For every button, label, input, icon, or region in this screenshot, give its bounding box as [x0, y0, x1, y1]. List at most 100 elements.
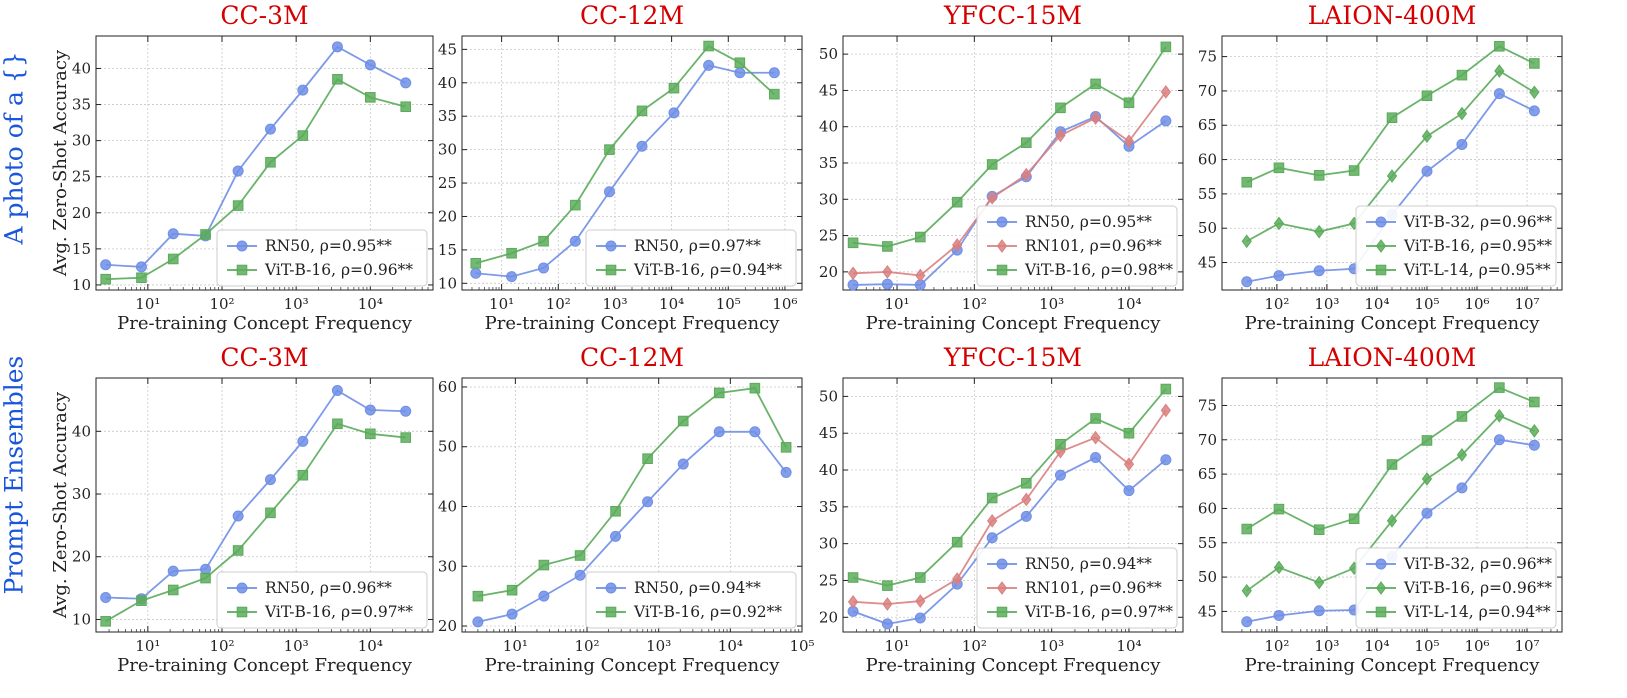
legend: RN50, ρ=0.96** ViT-B-16, ρ=0.97**: [216, 571, 428, 629]
data-point-ViT-B-16: [780, 442, 792, 453]
data-point-RN101: [987, 513, 998, 528]
data-point-RN50: [232, 165, 244, 177]
data-point-ViT-B-32: [1493, 88, 1505, 100]
y-tick-label: 70: [1198, 431, 1217, 449]
data-point-ViT-B-16: [642, 453, 653, 464]
y-axis-label: Avg. Zero-Shot Accuracy: [50, 391, 71, 619]
x-tick-label: 10⁶: [1464, 295, 1489, 313]
series-line-RN50: [477, 430, 787, 623]
y-tick-label: 75: [1198, 396, 1217, 414]
data-point-ViT-B-32: [1528, 439, 1540, 451]
legend-marker: [236, 240, 248, 252]
x-axis-label: Pre-training Concept Frequency: [117, 655, 413, 676]
x-tick-label: 10³: [1314, 637, 1339, 655]
data-point-RN101: [1160, 85, 1171, 99]
data-point-RN50: [506, 608, 518, 620]
x-tick-label: 10²: [1264, 637, 1289, 655]
data-point-ViT-B-16: [847, 237, 859, 249]
legend-box: [1355, 205, 1557, 287]
x-axis-label: Pre-training Concept Frequency: [866, 313, 1162, 334]
y-tick-label: 40: [72, 59, 91, 77]
legend-marker: [1375, 239, 1387, 253]
data-point-ViT-B-16: [167, 584, 179, 596]
legend-label: ViT-B-16, ρ=0.95**: [1403, 237, 1552, 255]
data-point-RN101: [987, 191, 998, 205]
data-point-ViT-B-16: [986, 159, 998, 170]
legend-box: [976, 547, 1178, 629]
chart-panel-7: YFCC-15M 20 25 30 35 40 45 50 10¹ 10² 10³ 10⁴Pre-tr…: [819, 343, 1184, 676]
y-tick-label: 10: [438, 274, 457, 292]
data-point-ViT-B-32: [1421, 165, 1433, 177]
x-tick-label: 10⁶: [772, 295, 797, 313]
legend-marker: [996, 558, 1008, 570]
y-tick-label: 40: [438, 497, 457, 515]
data-point-ViT-L-14: [1421, 90, 1433, 102]
y-tick-label: 45: [819, 424, 838, 442]
data-point-ViT-B-16: [734, 57, 746, 69]
data-point-ViT-B-16: [713, 387, 725, 399]
x-tick-label: 10⁴: [358, 637, 383, 655]
data-point-ViT-B-16: [472, 590, 484, 602]
y-axis-label: Avg. Zero-Shot Accuracy: [50, 49, 71, 277]
y-tick-label: 30: [438, 141, 457, 159]
y-tick-label: 60: [438, 378, 457, 396]
data-point-ViT-B-16: [538, 235, 549, 247]
legend-label: ViT-B-16, ρ=0.97**: [1024, 603, 1173, 621]
x-tick-label: 10⁵: [716, 295, 741, 313]
y-tick-label: 35: [72, 96, 91, 114]
data-point-RN50: [232, 510, 244, 522]
y-tick-label: 20: [819, 608, 838, 626]
y-tick-label: 30: [438, 557, 457, 575]
chart-title: CC-3M: [220, 1, 308, 30]
legend-marker: [996, 581, 1008, 595]
series-line-ViT-B-16: [852, 388, 1167, 587]
plot-frame: [842, 35, 1184, 291]
data-point-ViT-B-16: [1273, 560, 1285, 575]
data-point-RN101: [1123, 134, 1135, 149]
chart-panel-8: LAION-400M 45 50 55 60 65 70 75 10² 10³ 10⁴ 10⁵ 10⁶ 1…: [1198, 343, 1563, 676]
data-point-ViT-B-32: [1273, 270, 1285, 282]
data-point-ViT-B-16: [506, 247, 517, 259]
data-point-ViT-B-32: [1313, 265, 1325, 277]
data-point-RN101: [847, 594, 859, 609]
data-point-ViT-B-16: [265, 507, 276, 519]
series-line-RN101: [853, 91, 1167, 277]
y-tick-label: 60: [1198, 151, 1217, 169]
legend: RN50, ρ=0.94** RN101, ρ=0.96** ViT-B-16, ρ…: [976, 547, 1178, 629]
data-point-RN50: [297, 435, 309, 447]
y-tick-label: 30: [72, 485, 91, 503]
x-tick-label: 10²: [574, 637, 599, 655]
data-point-ViT-B-32: [1241, 276, 1253, 288]
data-point-ViT-B-16: [365, 92, 376, 103]
y-tick-label: 30: [72, 132, 91, 150]
data-point-ViT-B-16: [1055, 438, 1066, 450]
x-tick-label: 10²: [962, 637, 987, 655]
x-tick-label: 10⁶: [1464, 637, 1489, 655]
chart-panel-4: LAION-400M 45 50 55 60 65 70 75 10² 10³ 10⁴ 10⁵ 10⁶ 1…: [1198, 1, 1563, 334]
x-axis-label: Pre-training Concept Frequency: [485, 655, 781, 676]
legend-marker: [605, 240, 617, 252]
legend-label: RN50, ρ=0.95**: [265, 237, 392, 255]
data-point-RN50: [264, 474, 276, 486]
y-tick-label: 25: [438, 174, 457, 192]
data-point-ViT-B-16: [668, 82, 680, 94]
y-tick-label: 65: [1198, 465, 1217, 483]
data-point-RN50: [364, 59, 376, 71]
data-point-ViT-B-16: [769, 88, 780, 100]
data-point-ViT-B-16: [915, 572, 926, 583]
data-point-ViT-B-16: [749, 382, 761, 394]
chart-panel-3: YFCC-15M 20 25 30 35 40 45 50 10¹ 10² 10³ 10⁴Pre-tr…: [819, 1, 1184, 334]
x-axis-label: Pre-training Concept Frequency: [485, 313, 781, 334]
data-point-ViT-L-14: [1313, 524, 1325, 536]
legend-box: [585, 229, 797, 287]
chart-panel-1: CC-3M 10 15 20 25 30 35 40 10¹ 10² 10³ 10⁴Pre-train…: [50, 1, 434, 334]
legend-marker: [236, 582, 248, 594]
data-point-RN50: [100, 592, 112, 604]
data-point-ViT-B-32: [1313, 605, 1325, 617]
x-tick-label: 10²: [209, 295, 234, 313]
chart-title: CC-12M: [580, 343, 684, 372]
x-tick-label: 10⁴: [358, 295, 383, 313]
legend-label: ViT-B-32, ρ=0.96**: [1403, 213, 1552, 231]
data-point-RN50: [1160, 115, 1172, 127]
legend: RN50, ρ=0.97** ViT-B-16, ρ=0.94**: [585, 229, 797, 287]
